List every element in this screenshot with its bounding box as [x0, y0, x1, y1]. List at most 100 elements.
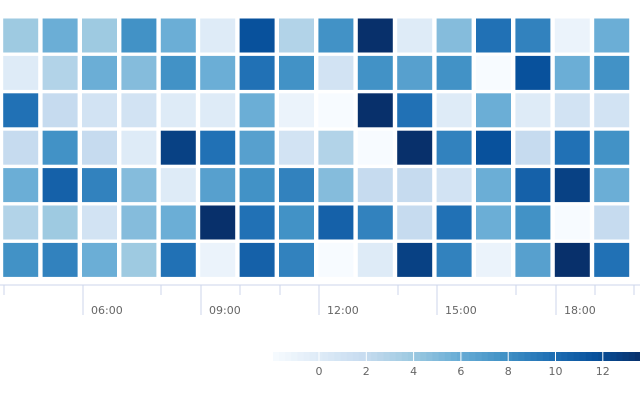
heatmap-cell	[476, 93, 511, 128]
heatmap-cell	[476, 205, 511, 240]
heatmap-cell	[239, 130, 275, 165]
heatmap-cell	[121, 18, 157, 53]
legend-swatch	[549, 352, 556, 361]
heatmap-cell	[476, 18, 511, 53]
heatmap-cell	[82, 93, 117, 128]
legend-swatch	[457, 352, 464, 361]
heatmap-cell	[594, 205, 630, 240]
heatmap-cell	[200, 168, 236, 203]
heatmap-cell	[121, 168, 157, 203]
legend-swatch	[358, 352, 366, 361]
heatmap-cell	[3, 55, 39, 90]
heatmap-cell	[594, 168, 630, 203]
heatmap-cell	[554, 18, 590, 53]
heatmap-cell	[160, 242, 196, 277]
heatmap-cell	[357, 93, 393, 128]
legend-swatch	[542, 352, 550, 361]
legend-swatch	[530, 352, 538, 361]
heatmap-cells	[3, 18, 630, 277]
heatmap-cell	[357, 168, 393, 203]
heatmap-cell	[279, 205, 314, 240]
heatmap-cell	[239, 205, 275, 240]
heatmap-cell	[3, 18, 39, 53]
legend-swatch	[512, 352, 519, 361]
legend-swatch	[463, 352, 470, 361]
heatmap-cell	[318, 55, 354, 90]
heatmap-cell	[357, 242, 393, 277]
heatmap-cell	[121, 242, 157, 277]
heatmap-cell	[515, 130, 551, 165]
heatmap-cell	[82, 242, 117, 277]
heatmap-cell	[318, 93, 354, 128]
legend-tick-label: 10	[549, 365, 563, 378]
heatmap-cell	[476, 55, 511, 90]
heatmap-cell	[279, 18, 314, 53]
heatmap-cell	[397, 168, 433, 203]
heatmap-cell	[239, 18, 275, 53]
heatmap-cell	[42, 93, 78, 128]
heatmap-cell	[436, 205, 472, 240]
heatmap-cell	[200, 205, 236, 240]
heatmap-cell	[200, 55, 236, 90]
legend-swatch	[426, 352, 433, 361]
heatmap-cell	[515, 18, 551, 53]
legend-swatch	[573, 352, 581, 361]
heatmap-cell	[515, 205, 551, 240]
heatmap-cell	[200, 93, 236, 128]
heatmap-cell	[42, 168, 78, 203]
heatmap-cell	[397, 242, 433, 277]
heatmap-cell	[554, 55, 590, 90]
heatmap-cell	[594, 130, 630, 165]
legend-swatch	[438, 352, 446, 361]
heatmap-cell	[239, 242, 275, 277]
x-tick-label: 12:00	[327, 304, 359, 317]
legend-swatch	[487, 352, 495, 361]
legend-swatch	[616, 352, 623, 361]
legend-swatch	[279, 352, 286, 361]
heatmap-cell	[554, 93, 590, 128]
legend-swatch	[285, 352, 292, 361]
legend-swatch	[469, 352, 476, 361]
legend-swatch	[291, 352, 298, 361]
heatmap-cell	[318, 18, 354, 53]
heatmap-cell	[357, 130, 393, 165]
heatmap-cell	[594, 18, 630, 53]
legend-tick-label: 12	[596, 365, 610, 378]
heatmap-cell	[42, 205, 78, 240]
legend-swatch	[555, 352, 562, 361]
heatmap-cell	[3, 168, 39, 203]
legend-swatch	[536, 352, 544, 361]
legend-swatch	[579, 352, 587, 361]
legend-swatch	[334, 352, 341, 361]
heatmap-cell	[436, 168, 472, 203]
heatmap-cell	[121, 93, 157, 128]
heatmap-cell	[436, 93, 472, 128]
heatmap-cell	[239, 55, 275, 90]
legend-swatch	[414, 352, 421, 361]
legend-swatch	[493, 352, 501, 361]
legend-swatch	[634, 352, 640, 361]
heatmap-cell	[554, 205, 590, 240]
heatmap-cell	[397, 55, 433, 90]
legend-swatch	[303, 352, 311, 361]
legend-swatch	[475, 352, 482, 361]
heatmap-cell	[318, 205, 354, 240]
heatmap-cell	[3, 242, 39, 277]
legend-tick-label: 0	[316, 365, 323, 378]
heatmap-cell	[200, 242, 236, 277]
heatmap-cell	[3, 205, 39, 240]
legend-swatch	[506, 352, 513, 361]
x-tick-label: 09:00	[209, 304, 241, 317]
legend-swatch	[420, 352, 427, 361]
heatmap-cell	[82, 205, 117, 240]
heatmap-cell	[594, 55, 630, 90]
legend-swatch	[591, 352, 599, 361]
heatmap-cell	[554, 242, 590, 277]
heatmap-cell	[239, 168, 275, 203]
heatmap-cell	[200, 18, 236, 53]
heatmap-cell	[515, 55, 551, 90]
heatmap-cell	[42, 55, 78, 90]
heatmap-cell	[82, 168, 117, 203]
